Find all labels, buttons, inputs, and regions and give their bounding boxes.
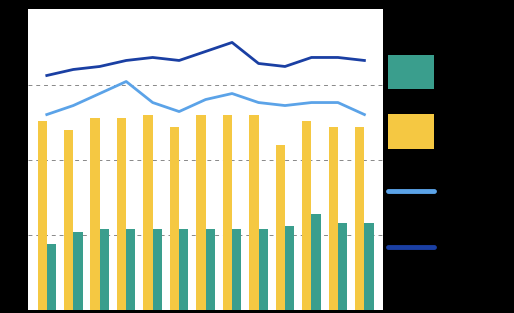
Bar xyxy=(249,115,259,310)
Bar xyxy=(232,229,242,310)
Bar xyxy=(276,145,285,310)
Bar xyxy=(311,214,321,310)
Bar xyxy=(223,115,232,310)
Bar xyxy=(179,229,189,310)
Bar xyxy=(196,115,206,310)
Bar xyxy=(100,229,109,310)
Bar xyxy=(117,118,126,310)
Bar xyxy=(38,121,47,310)
Bar xyxy=(338,223,347,310)
Bar xyxy=(355,126,364,310)
Bar xyxy=(74,232,83,310)
Bar xyxy=(47,244,56,310)
Bar xyxy=(302,121,311,310)
Bar xyxy=(170,126,179,310)
Bar xyxy=(153,229,162,310)
Bar xyxy=(206,229,215,310)
Bar xyxy=(143,115,153,310)
Bar xyxy=(285,226,295,310)
Bar xyxy=(364,223,374,310)
Bar xyxy=(90,118,100,310)
Bar xyxy=(126,229,136,310)
Bar xyxy=(64,130,74,310)
Bar xyxy=(328,126,338,310)
Bar xyxy=(259,229,268,310)
